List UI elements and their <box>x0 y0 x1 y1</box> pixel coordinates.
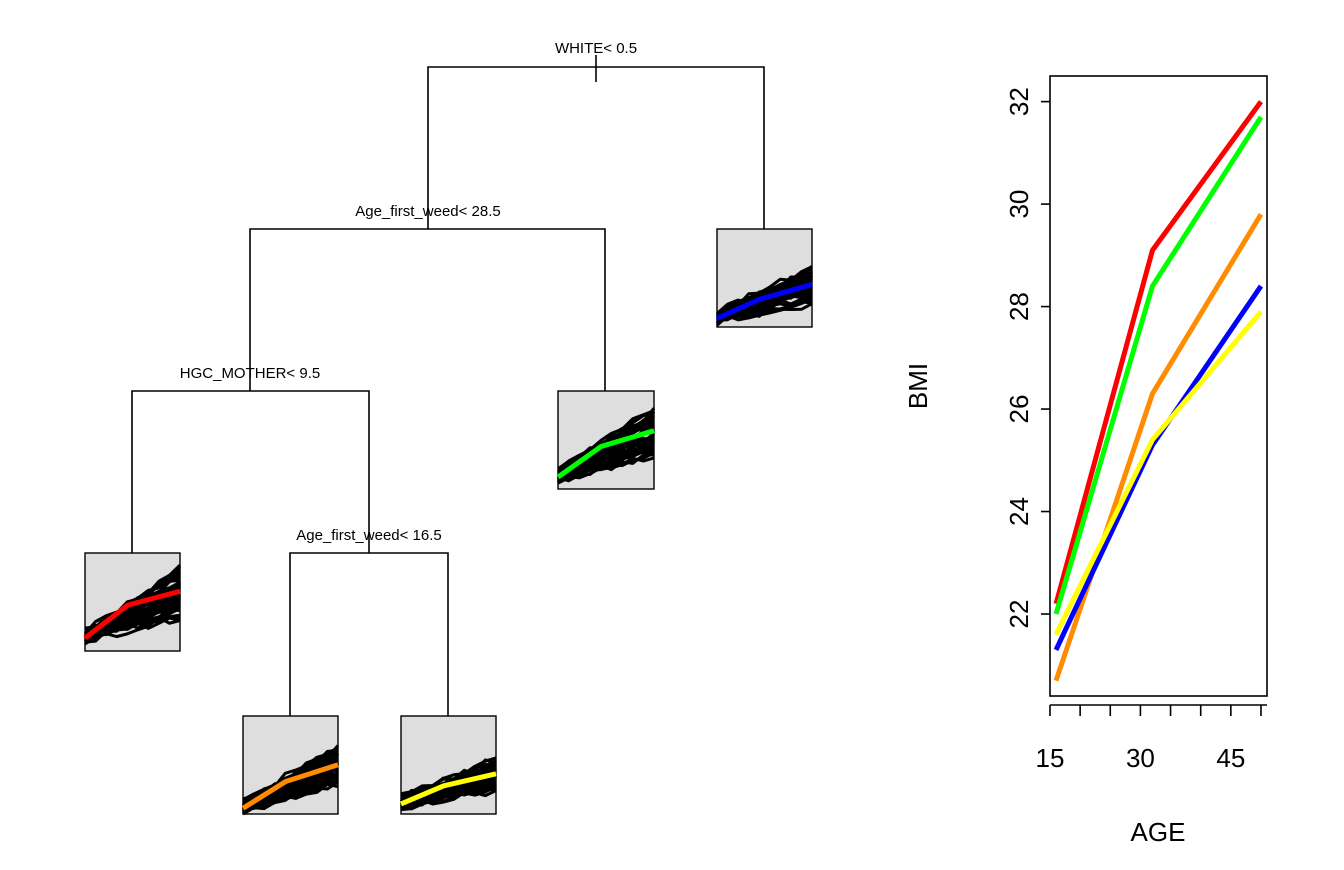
leaf-green-mean-line <box>556 428 655 480</box>
plot-frame <box>1049 75 1268 697</box>
series-line-4 <box>1053 310 1263 636</box>
y-tick-label: 24 <box>1004 497 1034 526</box>
y-axis-title: BMI <box>903 363 933 409</box>
trajectory-line <box>400 756 497 799</box>
series-line-0 <box>1053 100 1263 605</box>
y-tick-label: 28 <box>1004 292 1034 321</box>
leaf-orange-panel <box>241 715 340 816</box>
leaf-blue-panel <box>715 228 814 328</box>
split-label-node2: Age_first_weed< 28.5 <box>355 203 501 220</box>
leaf-yellow-panel <box>399 715 498 815</box>
series-line-2 <box>1053 213 1264 682</box>
leaf-red-mean-line <box>83 588 181 641</box>
x-axis: 15 30 45 <box>1036 704 1267 773</box>
x-tick-label: 30 <box>1126 743 1155 773</box>
bmi-age-plot: 22 24 26 28 30 32 15 30 45 AGE BMI <box>903 75 1268 847</box>
y-tick-label: 32 <box>1004 87 1034 116</box>
node4-branch <box>131 390 370 553</box>
leaf-green-panel <box>556 390 656 490</box>
split-label-root: WHITE< 0.5 <box>555 40 637 57</box>
x-tick-label: 15 <box>1036 743 1065 773</box>
node2-branch <box>249 228 606 391</box>
x-tick-label: 45 <box>1216 743 1245 773</box>
trajectory-line <box>242 778 339 816</box>
regression-tree: WHITE< 0.5 Age_first_weed< 28.5 HGC_MOTH… <box>83 40 814 816</box>
root-branch <box>427 66 765 229</box>
leaf-red-panel <box>83 552 182 652</box>
y-tick-label: 30 <box>1004 190 1034 219</box>
trajectory-line <box>400 789 497 811</box>
trajectory-line <box>400 773 497 809</box>
leaf-blue-mean-line <box>715 282 813 321</box>
y-tick-label: 26 <box>1004 395 1034 424</box>
trajectory-line <box>84 565 182 636</box>
node9-branch <box>289 552 449 716</box>
split-label-node4: HGC_MOTHER< 9.5 <box>180 365 320 382</box>
leaf-orange-mean-line <box>241 762 339 811</box>
split-label-node9: Age_first_weed< 16.5 <box>296 527 442 544</box>
trajectory-line <box>557 417 655 483</box>
y-tick-label: 22 <box>1004 600 1034 629</box>
x-axis-title: AGE <box>1131 817 1186 847</box>
trajectory-line <box>557 446 655 479</box>
series-lines <box>1053 100 1264 682</box>
series-line-1 <box>1053 115 1264 615</box>
leaf-yellow-mean-line <box>400 771 497 807</box>
leaf-panels <box>83 228 814 816</box>
y-axis: 22 24 26 28 30 32 <box>1004 87 1050 628</box>
